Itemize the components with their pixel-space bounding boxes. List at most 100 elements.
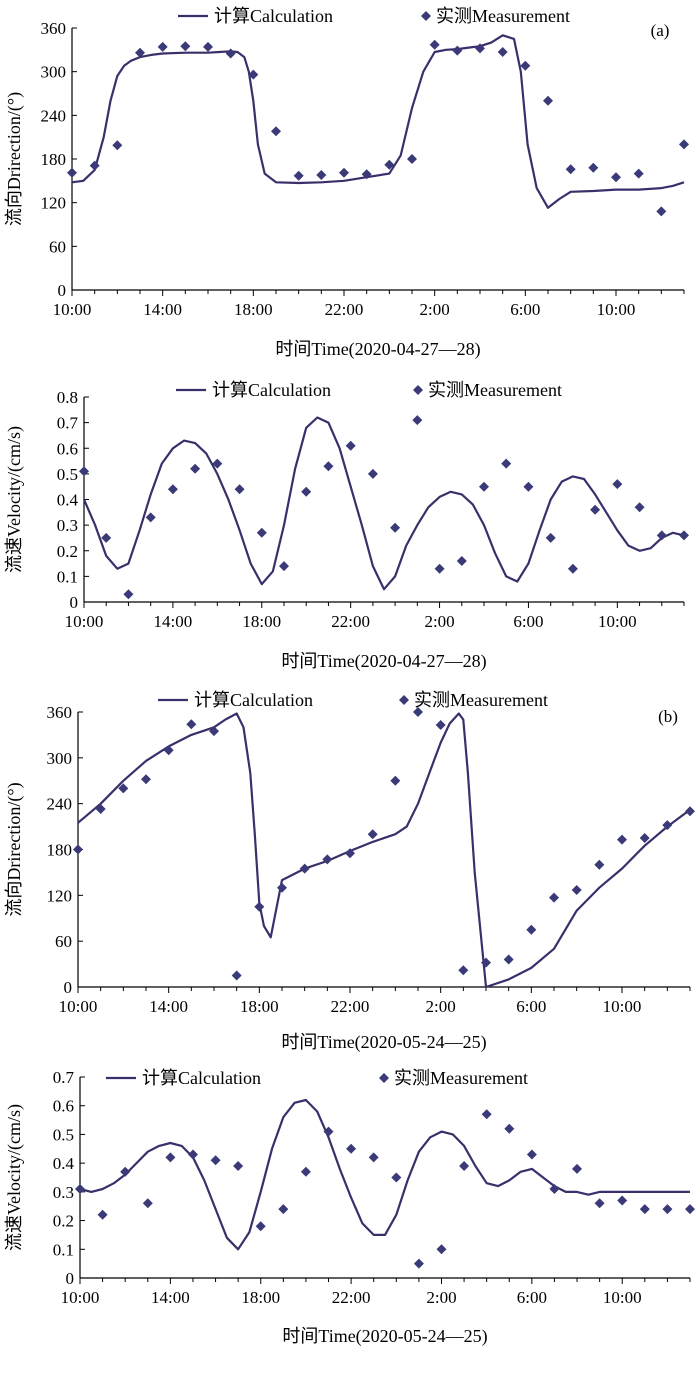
x-tick-label: 10:00 [603, 997, 642, 1016]
data-point-measurement [656, 206, 667, 217]
y-tick-label: 0.5 [53, 1125, 74, 1144]
data-point-measurement [234, 484, 245, 495]
data-point-measurement [135, 47, 145, 58]
data-point-measurement [212, 458, 223, 469]
data-point-measurement [588, 162, 599, 173]
data-point-measurement [300, 1166, 311, 1177]
data-point-measurement [163, 745, 174, 756]
x-tick-label: 14:00 [149, 997, 188, 1016]
data-point-measurement [479, 481, 489, 492]
y-tick-label: 0.2 [57, 542, 78, 561]
legend-label-calculation: 计算Calculation [214, 6, 333, 26]
y-tick-label: 120 [47, 886, 73, 905]
data-point-measurement [384, 159, 395, 170]
y-tick-label: 0.3 [57, 516, 78, 535]
x-tick-label: 10:00 [603, 1288, 642, 1307]
series-line-calculation [79, 1098, 690, 1251]
data-point-measurement [345, 440, 356, 451]
chart-panel-a: 0 60 120 180 240 300 360 10:00 14:00 18:00 22:00 2:… [4, 6, 689, 360]
x-axis-label: 时间Time(2020-05-24—25) [282, 1326, 487, 1347]
data-point-measurement [501, 458, 512, 469]
legend-label-measurement: 实测Measurement [394, 1068, 528, 1088]
x-tick-label: 14:00 [154, 612, 193, 631]
legend-label-measurement: 实测Measurement [436, 6, 570, 26]
data-point-measurement [567, 563, 578, 574]
data-point-measurement [475, 43, 485, 54]
data-point-measurement [434, 563, 445, 574]
data-point-measurement [565, 164, 576, 175]
y-tick-label: 0.1 [57, 567, 78, 586]
data-point-measurement [271, 126, 281, 137]
data-point-measurement [458, 965, 469, 976]
x-axis-label: 时间Time(2020-05-24—25) [281, 1032, 486, 1053]
data-point-measurement [679, 139, 689, 150]
data-point-measurement [368, 1152, 379, 1163]
data-point-measurement [165, 1152, 176, 1163]
legend-diamond-swatch [421, 11, 431, 21]
data-point-measurement [456, 556, 467, 566]
legend: 计算Calculation 实测Measurement [106, 1068, 528, 1088]
data-point-measurement [481, 1109, 492, 1120]
data-point-measurement [662, 820, 673, 831]
x-tick-label: 6:00 [510, 300, 540, 319]
y-tick-label: 0 [70, 593, 79, 612]
data-point-measurement [436, 1244, 447, 1255]
data-point-measurement [188, 1149, 198, 1160]
legend-label-calculation: 计算Calculation [194, 690, 313, 710]
data-point-measurement [662, 1204, 673, 1215]
legend: 计算Calculation 实测Measurement [176, 380, 562, 400]
x-tick-label: 6:00 [513, 612, 543, 631]
data-point-measurement [279, 561, 289, 572]
data-point-measurement [141, 774, 151, 785]
data-point-measurement [639, 833, 650, 843]
data-point-measurement [254, 901, 265, 912]
x-tick-label: 2:00 [426, 1288, 456, 1307]
y-tick-label: 0.7 [53, 1068, 75, 1087]
data-point-measurement [435, 720, 446, 730]
data-point-measurement [209, 726, 219, 737]
data-point-measurement [571, 885, 582, 895]
y-axis-label: 流速Velocity/(cm/s) [4, 1104, 25, 1251]
data-point-measurement [549, 1184, 560, 1194]
x-tick-label: 18:00 [241, 1288, 280, 1307]
data-point-measurement [118, 783, 129, 794]
data-point-measurement [256, 527, 267, 538]
y-tick-label: 180 [41, 150, 67, 169]
y-tick-label: 0.6 [53, 1097, 74, 1116]
data-point-measurement [543, 95, 553, 106]
data-point-measurement [346, 1143, 357, 1154]
data-point-measurement [685, 1204, 695, 1215]
data-point-measurement [75, 1184, 85, 1194]
y-tick-label: 0 [66, 1269, 75, 1288]
y-tick-label: 360 [47, 703, 73, 722]
data-point-measurement [167, 484, 178, 495]
legend: 计算Calculation 实测Measurement [178, 6, 570, 26]
data-point-measurement [413, 707, 423, 717]
legend-diamond-swatch [399, 695, 409, 705]
chart-panel-b: 0 60 120 180 240 300 360 10:00 14:00 18:00 22:00 2:… [4, 690, 695, 1053]
data-point-measurement [656, 530, 667, 541]
y-tick-label: 0.2 [53, 1212, 74, 1231]
data-point-measurement [617, 1195, 628, 1206]
y-tick-label: 240 [41, 106, 67, 125]
series-line-calculation [82, 416, 685, 591]
data-point-measurement [231, 970, 242, 981]
x-tick-label: 14:00 [151, 1288, 190, 1307]
data-point-measurement [549, 892, 559, 903]
data-point-measurement [452, 45, 463, 56]
data-point-measurement [277, 882, 287, 893]
y-tick-label: 0.6 [57, 439, 78, 458]
legend-label-calculation: 计算Calculation [142, 1068, 261, 1088]
x-tick-label: 10:00 [61, 1288, 100, 1307]
x-tick-label: 18:00 [240, 997, 279, 1016]
data-point-measurement [323, 1126, 334, 1137]
data-point-measurement [157, 41, 168, 52]
data-point-measurement [180, 41, 191, 52]
x-tick-label: 10:00 [53, 300, 92, 319]
y-tick-label: 60 [49, 237, 66, 256]
data-point-measurement [95, 804, 106, 814]
data-point-measurement [523, 481, 534, 492]
data-point-measurement [412, 415, 423, 426]
data-point-measurement [203, 41, 213, 52]
y-tick-label: 0.8 [57, 388, 78, 407]
